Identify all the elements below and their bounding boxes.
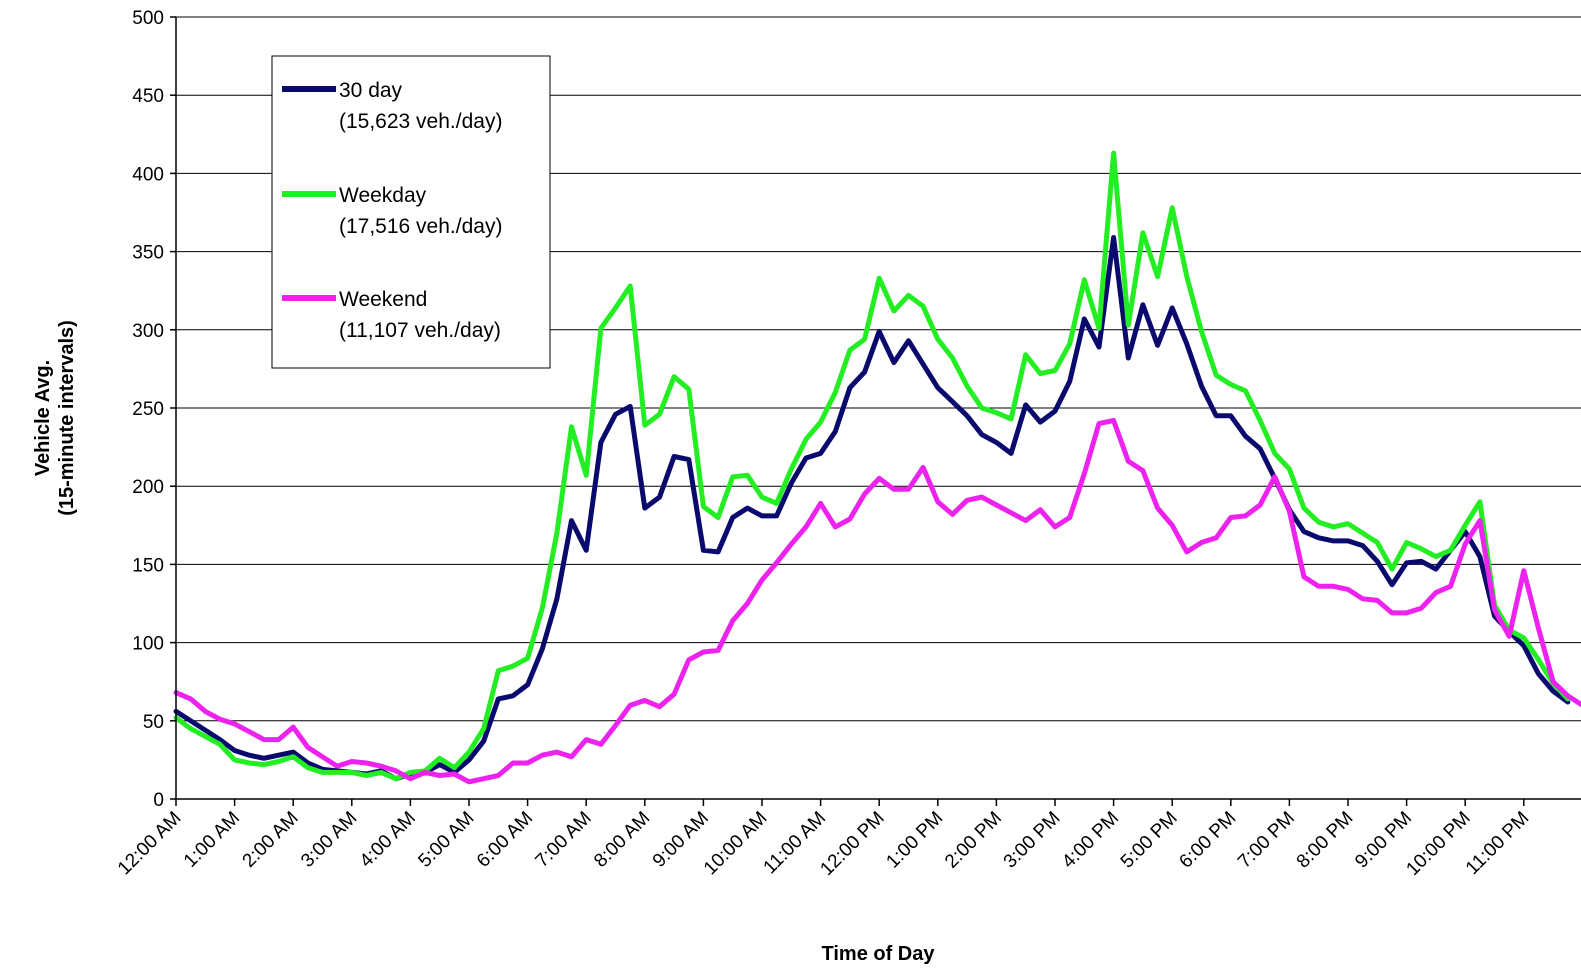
x-tick-label: 3:00 AM [297,808,361,872]
series-line-weekday [173,150,1571,782]
y-axis-ticks: 0 50 100 150 200 250 300 350 400 450 500 [132,8,176,811]
legend-label-weekday: Weekday [339,184,427,207]
x-tick-label: 8:00 AM [590,808,654,872]
x-tick-label: 12:00 AM [114,808,186,880]
y-axis-title-line-2: (15-minute intervals) [56,320,78,516]
x-tick-label: 12:00 PM [816,808,888,880]
x-tick-label: 2:00 PM [941,808,1006,873]
x-tick-label: 1:00 AM [180,808,244,872]
legend-label-30-day: 30 day [339,79,403,102]
x-tick-label: 10:00 PM [1402,808,1474,880]
y-tick-label: 200 [132,477,164,498]
series-line-weekend [173,418,1581,785]
x-tick-label: 6:00 AM [473,808,537,872]
legend-sub-weekday: (17,516 veh./day) [339,215,502,238]
legend-box [271,55,551,369]
x-tick-label: 10:00 AM [700,808,772,880]
x-tick-label: 7:00 PM [1234,808,1299,873]
x-tick-label: 6:00 PM [1175,808,1240,873]
y-tick-label: 50 [143,712,164,733]
legend-sub-weekend: (11,107 veh./day) [339,319,501,342]
series-lines [173,150,1581,785]
x-axis-title: Time of Day [822,943,936,965]
y-tick-label: 500 [132,8,164,29]
x-axis-ticks: 12:00 AM1:00 AM2:00 AM3:00 AM4:00 AM5:00… [114,799,1533,880]
legend-sub-30-day: (15,623 veh./day) [339,110,502,133]
y-axis-title-line-1: Vehicle Avg. [32,360,54,476]
y-tick-label: 300 [132,321,164,342]
legend-label-weekend: Weekend [339,288,427,311]
y-tick-label: 100 [132,634,164,655]
x-tick-label: 7:00 AM [532,808,596,872]
x-tick-label: 11:00 PM [1462,808,1533,879]
y-tick-label: 450 [132,86,164,107]
y-axis-title: Vehicle Avg. (15-minute intervals) [32,320,78,516]
y-tick-label: 0 [153,790,164,811]
x-tick-label: 5:00 AM [414,808,478,872]
x-tick-label: 4:00 AM [356,808,420,872]
legend: 30 day (15,623 veh./day) Weekday (17,516… [271,55,551,369]
x-tick-label: 1:00 PM [882,808,947,873]
x-tick-label: 8:00 PM [1293,808,1358,873]
y-tick-label: 150 [132,555,164,576]
x-tick-label: 4:00 PM [1058,808,1123,873]
y-tick-label: 350 [132,243,164,264]
y-tick-label: 250 [132,399,164,420]
x-tick-label: 3:00 PM [1000,808,1065,873]
x-tick-label: 2:00 AM [239,808,303,872]
x-tick-label: 5:00 PM [1117,808,1182,873]
y-tick-label: 400 [132,164,164,185]
